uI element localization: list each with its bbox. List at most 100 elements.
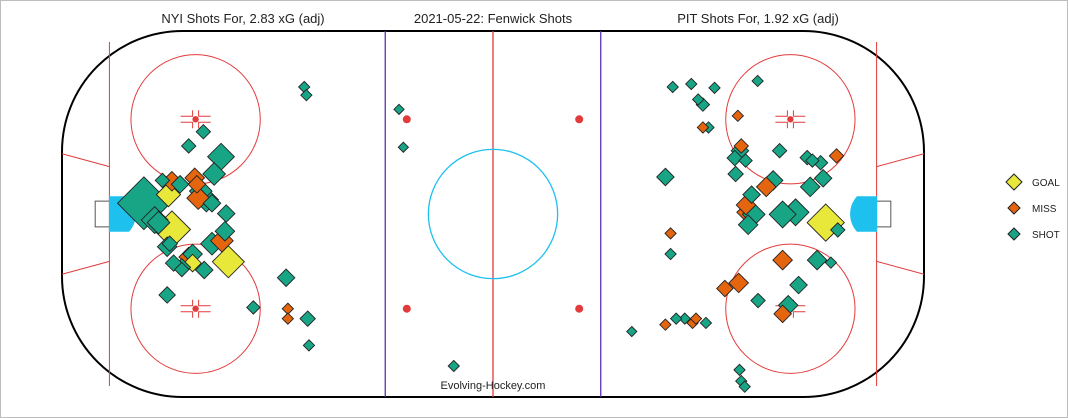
pit-shot-marker — [664, 247, 677, 261]
goal-crease-right — [850, 196, 878, 232]
shot-markers — [116, 74, 846, 393]
pit-shot-marker — [737, 214, 759, 236]
nyi-miss-marker — [281, 312, 295, 325]
legend-marker-shot — [1007, 227, 1021, 241]
pit-shot-marker — [678, 312, 692, 325]
zone-faceoff-circle — [130, 243, 261, 374]
right-title: PIT Shots For, 1.92 xG (adj) — [677, 11, 839, 26]
zone-faceoff-dot — [192, 116, 199, 123]
pit-shot-marker — [830, 222, 846, 238]
neutral-faceoff-dot-3 — [575, 115, 584, 124]
nyi-shot-marker — [170, 174, 190, 194]
pit-shot-marker — [733, 363, 746, 377]
pit-shot-marker — [805, 153, 820, 168]
nyi-shot-marker — [146, 210, 171, 235]
pit-miss-marker — [773, 304, 792, 324]
faceoff-hash-mark — [198, 110, 211, 117]
nyi-shot-marker — [214, 220, 236, 242]
goal-net-right — [876, 200, 892, 228]
pit-shot-marker — [708, 81, 721, 95]
nyi-shot-marker — [216, 204, 236, 223]
nyi-shot-marker — [195, 123, 212, 140]
left-title: NYI Shots For, 2.83 xG (adj) — [161, 11, 324, 26]
legend-item-miss: MISS — [1007, 201, 1057, 215]
nyi-shot-marker — [393, 103, 405, 116]
zone-faceoff-dot — [787, 116, 794, 123]
faceoff-hash-mark — [792, 311, 806, 318]
goal-net-left — [94, 200, 110, 228]
faceoff-hash-mark — [180, 110, 194, 117]
nyi-shot-marker — [194, 260, 214, 280]
faceoff-hash-mark — [775, 110, 788, 117]
pit-shot-marker — [771, 142, 788, 159]
zone-faceoff-dot — [192, 305, 199, 312]
zone-faceoff-circle — [725, 54, 856, 185]
trapezoid-bottom-right — [876, 260, 925, 275]
center-title: 2021-05-22: Fenwick Shots — [414, 11, 573, 26]
pit-shot-marker — [813, 168, 833, 188]
nyi-shot-marker — [397, 141, 410, 153]
pit-shot-marker — [699, 316, 713, 330]
pit-shot-marker — [666, 80, 679, 94]
nyi-shot-marker — [276, 268, 296, 288]
nyi-shot-marker — [180, 138, 197, 154]
pit-shot-marker — [806, 249, 828, 271]
legend: GOAL MISS SHOT — [1005, 173, 1060, 241]
pit-shot-marker — [738, 153, 753, 168]
pit-shot-marker — [626, 325, 638, 338]
pit-shot-marker — [727, 165, 744, 183]
faceoff-hash-mark — [198, 121, 211, 129]
pit-shot-marker — [685, 77, 698, 91]
legend-marker-goal — [1005, 173, 1023, 191]
pit-miss-marker — [733, 138, 750, 154]
legend-label-shot: SHOT — [1032, 230, 1060, 241]
nyi-goal-marker — [211, 245, 246, 279]
nyi-shot-marker — [158, 286, 177, 304]
faceoff-hash-mark — [180, 121, 194, 129]
pit-shot-marker — [669, 312, 683, 325]
faceoff-hash-mark — [792, 121, 806, 129]
faceoff-hash-mark — [198, 311, 211, 318]
pit-shot-marker — [738, 380, 751, 393]
pit-shot-marker — [789, 275, 808, 295]
faceoff-hash-mark — [198, 299, 211, 307]
pit-shot-marker — [824, 256, 838, 269]
neutral-faceoff-dot-2 — [402, 304, 411, 313]
pit-miss-marker — [828, 148, 845, 164]
pit-miss-marker — [689, 312, 703, 325]
center-faceoff-circle — [427, 148, 559, 280]
faceoff-hash-mark — [180, 299, 194, 307]
pit-shot-marker — [691, 93, 705, 106]
nyi-shot-marker — [246, 300, 261, 315]
faceoff-hash-mark — [180, 311, 194, 318]
pit-shot-marker — [656, 167, 675, 187]
pit-shot-marker — [750, 292, 766, 309]
legend-item-shot: SHOT — [1007, 227, 1060, 241]
pit-goal-marker — [806, 203, 845, 242]
pit-shot-marker — [799, 176, 821, 198]
nyi-shot-marker — [174, 261, 190, 278]
pit-miss-marker — [728, 272, 750, 294]
pit-miss-marker — [659, 318, 672, 331]
pit-shot-marker — [751, 74, 764, 88]
nyi-shot-marker — [154, 172, 171, 189]
zone-faceoff-circle — [725, 243, 856, 374]
watermark: Evolving-Hockey.com — [441, 380, 546, 392]
legend-marker-miss — [1007, 201, 1021, 215]
legend-label-goal: GOAL — [1032, 178, 1060, 189]
nyi-shot-marker — [299, 310, 316, 327]
trapezoid-top-left — [61, 153, 110, 168]
pit-miss-marker — [755, 176, 777, 198]
pit-shot-marker — [726, 149, 744, 167]
pit-shot-marker — [768, 200, 797, 229]
zone-faceoff-2 — [130, 243, 261, 374]
nyi-shot-marker — [300, 88, 313, 102]
faceoff-hash-mark — [775, 121, 788, 129]
pit-miss-marker — [696, 121, 710, 134]
legend-label-miss: MISS — [1032, 204, 1057, 215]
nyi-shot-marker — [302, 339, 316, 352]
legend-item-goal: GOAL — [1005, 173, 1060, 191]
zone-faceoff-3 — [725, 54, 856, 185]
neutral-faceoff-dot-4 — [575, 304, 584, 313]
